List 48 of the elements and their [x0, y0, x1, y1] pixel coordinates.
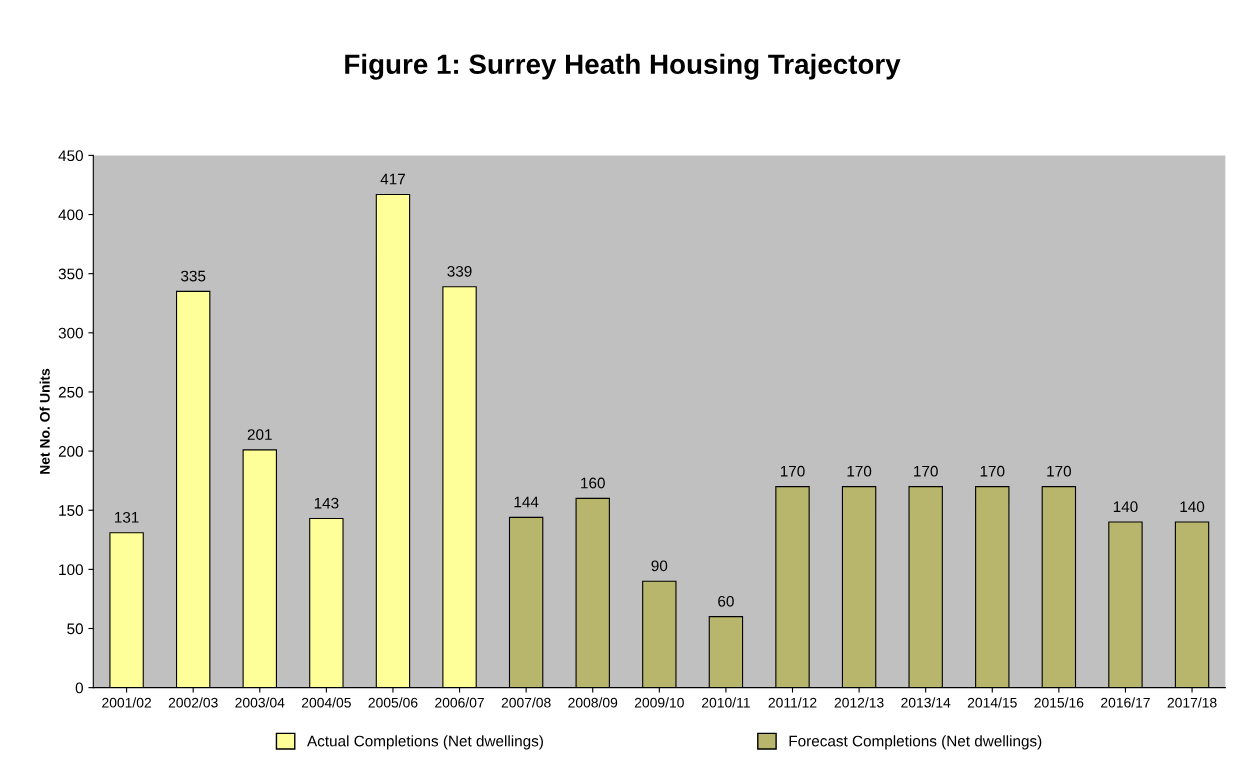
- x-tick-label: 2006/07: [435, 697, 484, 708]
- data-label: 170: [780, 465, 805, 477]
- x-tick-label: 2007/08: [501, 697, 551, 708]
- data-label: 201: [247, 429, 272, 440]
- y-tick-label: 250: [58, 386, 83, 398]
- data-label: 90: [651, 560, 668, 572]
- x-tick-label: 2017/18: [1167, 697, 1217, 708]
- data-label: 339: [447, 265, 472, 277]
- x-tick-label: 2009/10: [634, 697, 684, 708]
- x-tick-label: 2002/03: [168, 697, 218, 708]
- data-label: 131: [115, 511, 139, 523]
- y-tick-label: 50: [67, 623, 83, 635]
- data-label: 140: [1113, 501, 1138, 513]
- legend-label: Actual Completions (Net dwellings): [307, 735, 543, 750]
- y-tick-label: 200: [58, 445, 83, 457]
- x-tick-label: 2008/09: [568, 697, 618, 708]
- data-label: 170: [914, 465, 938, 477]
- y-tick-label: 450: [58, 150, 83, 162]
- y-tick-label: 0: [75, 682, 83, 694]
- y-tick-label: 400: [58, 209, 83, 221]
- chart-title: Figure 1: Surrey Heath Housing Trajectory: [345, 53, 901, 80]
- x-tick-label: 2003/04: [235, 697, 285, 708]
- data-label: 143: [314, 497, 339, 509]
- x-tick-label: 2005/06: [368, 697, 418, 708]
- data-label: 144: [514, 496, 539, 508]
- data-label: 160: [581, 477, 605, 489]
- data-label: 170: [980, 465, 1005, 477]
- data-label: 140: [1180, 501, 1205, 513]
- y-tick-label: 300: [58, 327, 83, 339]
- data-label: 417: [380, 173, 405, 185]
- x-tick-label: 2014/15: [967, 697, 1017, 708]
- y-tick-label: 350: [58, 268, 83, 280]
- y-tick-label: 150: [59, 505, 83, 516]
- y-tick-label: 100: [59, 564, 83, 576]
- legend-label: Forecast Completions (Net dwellings): [789, 735, 1042, 750]
- x-tick-label: 2010/11: [702, 697, 750, 708]
- x-tick-label: 2013/14: [901, 697, 951, 708]
- x-tick-label: 2001/02: [102, 697, 151, 708]
- data-label: 335: [181, 270, 206, 282]
- data-label: 170: [1047, 465, 1072, 477]
- x-tick-label: 2012/13: [834, 697, 884, 708]
- x-tick-label: 2011/12: [768, 697, 817, 708]
- data-label: 170: [847, 465, 872, 477]
- data-label: 60: [718, 595, 734, 607]
- x-tick-label: 2016/17: [1101, 697, 1150, 708]
- x-tick-label: 2004/05: [301, 697, 351, 708]
- y-axis-title: Net No. Of Units: [39, 368, 50, 474]
- x-tick-label: 2015/16: [1034, 697, 1084, 708]
